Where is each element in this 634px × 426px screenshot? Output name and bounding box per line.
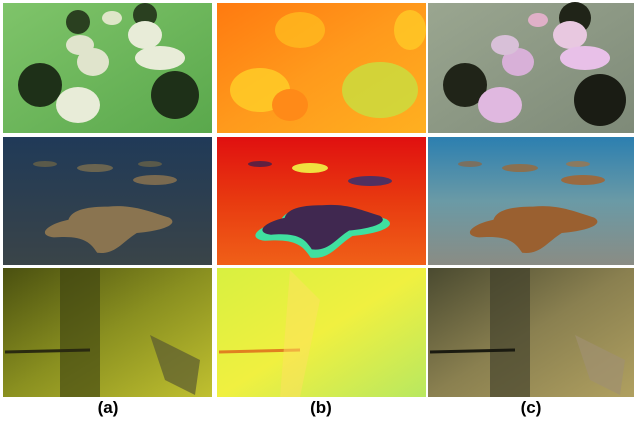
panel-2c xyxy=(428,137,634,265)
image-grid xyxy=(0,0,634,398)
panel-3c xyxy=(428,268,634,397)
panel-label: (c) xyxy=(501,398,561,418)
panel-1b xyxy=(217,3,426,133)
panel-3a xyxy=(3,268,212,397)
panel-label: (a) xyxy=(78,398,138,418)
panel-3b xyxy=(217,268,426,397)
panel-1c xyxy=(428,2,634,133)
figure: (a) (b) (c) xyxy=(0,0,634,426)
panel-2a xyxy=(3,137,212,265)
panel-label: (b) xyxy=(291,398,351,418)
panel-2b xyxy=(217,137,426,265)
panel-1a xyxy=(3,3,212,133)
